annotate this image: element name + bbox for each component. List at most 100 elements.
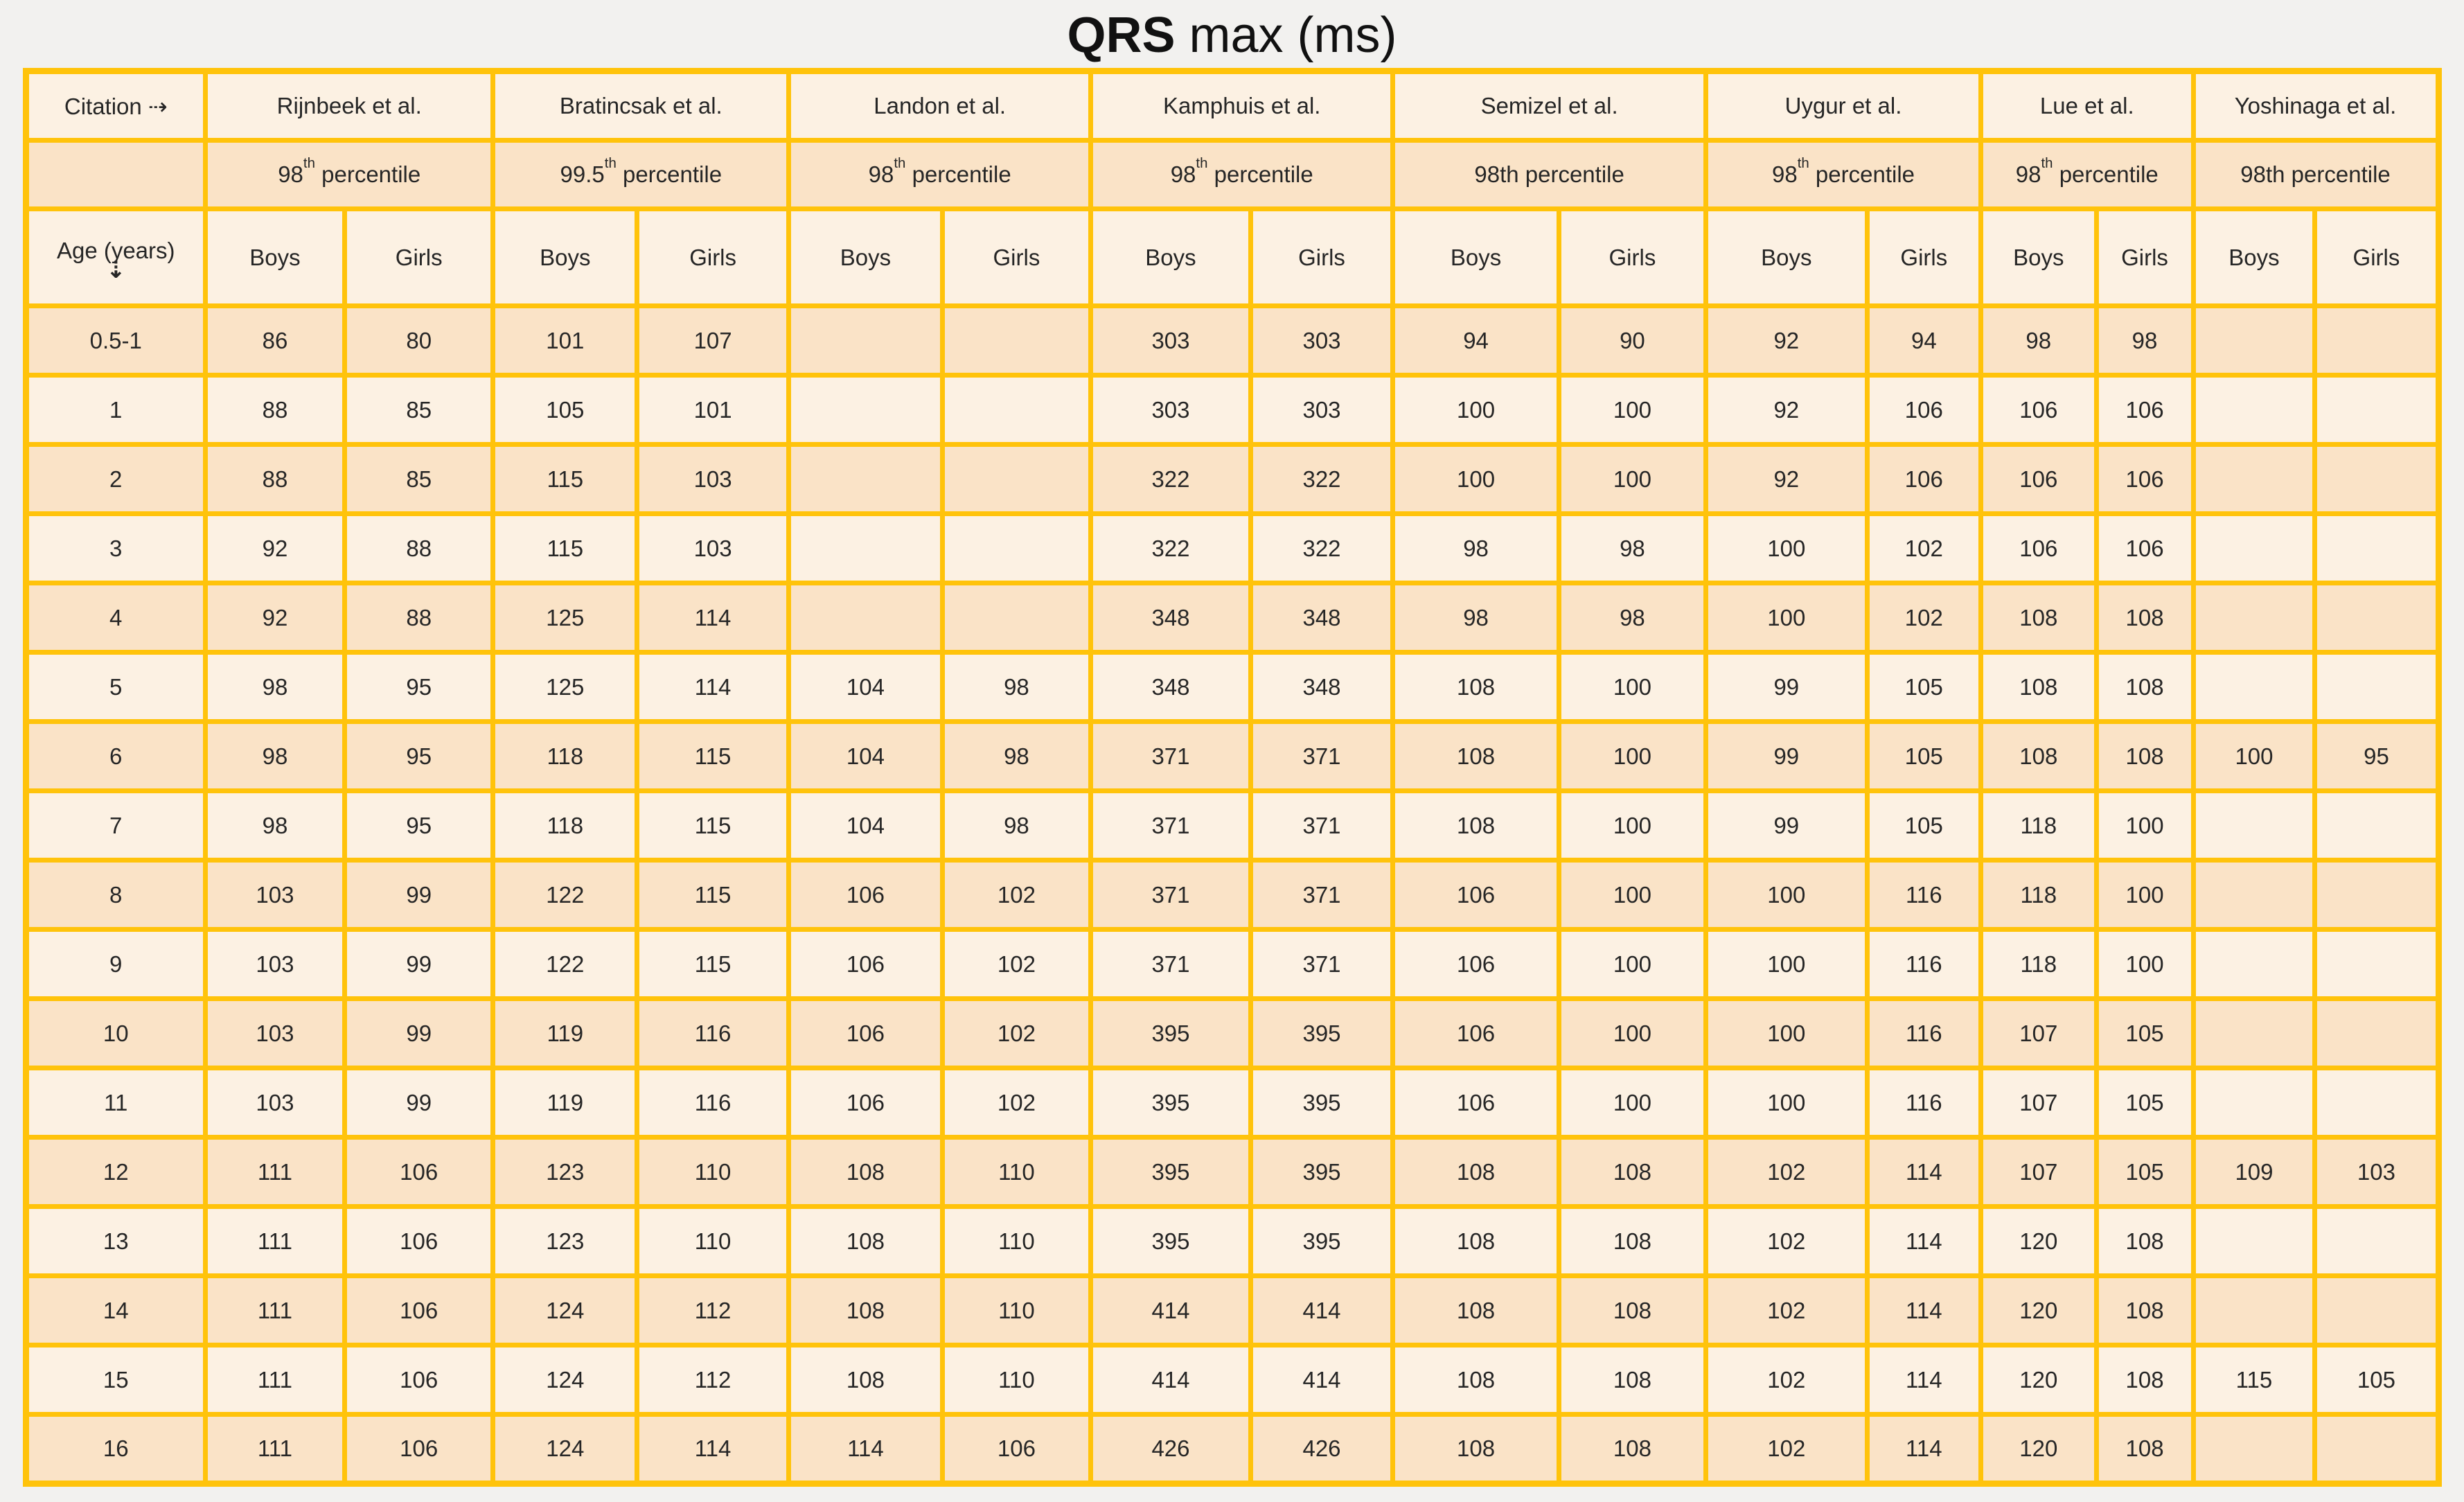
citation-name-header: Bratincsak et al.	[490, 69, 792, 143]
data-cell	[2190, 927, 2318, 1001]
data-cell: 108	[1978, 719, 2099, 793]
data-cell: 88	[342, 511, 496, 585]
data-cell: 114	[1864, 1273, 1984, 1348]
boys-header: Boys	[1703, 206, 1870, 308]
data-cell: 108	[2093, 1204, 2196, 1278]
data-cell: 108	[1390, 1412, 1561, 1486]
data-cell	[786, 511, 945, 585]
data-cell: 100	[1703, 927, 1870, 1001]
percentile-superscript: th	[303, 154, 315, 171]
data-cell: 322	[1248, 442, 1396, 516]
data-cell: 108	[1390, 1204, 1561, 1278]
data-cell: 371	[1248, 858, 1396, 932]
citation-row: Citation ⇢ Rijnbeek et al. Bratincsak et a…	[23, 69, 2441, 143]
data-cell: 99	[1703, 719, 1870, 793]
data-cell: 107	[1978, 996, 2099, 1070]
data-cell: 106	[1864, 373, 1984, 447]
citation-corner-header: Citation ⇢	[23, 69, 208, 143]
qrs-max-table: Citation ⇢ Rijnbeek et al. Bratincsak et a…	[22, 68, 2442, 1487]
data-cell: 371	[1248, 927, 1396, 1001]
data-cell: 395	[1088, 1135, 1253, 1209]
percentile-base: 98	[2015, 161, 2041, 187]
data-cell	[2190, 373, 2318, 447]
citation-name-header: Lue et al.	[1978, 69, 2196, 143]
data-cell: 115	[635, 927, 792, 1001]
data-cell: 116	[1864, 996, 1984, 1070]
age-cell: 2	[23, 442, 208, 516]
percentile-base: 99.5	[560, 161, 605, 187]
citation-name-header: Rijnbeek et al.	[202, 69, 496, 143]
age-years-header: Age (years) ⇣	[23, 206, 208, 308]
data-cell: 104	[786, 788, 945, 863]
girls-header: Girls	[1248, 206, 1396, 308]
data-cell: 105	[1864, 719, 1984, 793]
data-cell: 112	[635, 1343, 792, 1417]
data-cell: 100	[1390, 442, 1561, 516]
percentile-base: 98th	[2240, 161, 2285, 187]
data-cell: 85	[342, 373, 496, 447]
citation-name-header: Uygur et al.	[1703, 69, 1984, 143]
data-cell: 100	[1556, 858, 1708, 932]
data-cell: 102	[1703, 1412, 1870, 1486]
data-cell: 100	[2093, 927, 2196, 1001]
data-cell: 106	[1978, 373, 2099, 447]
citation-name-header: Kamphuis et al.	[1088, 69, 1396, 143]
data-cell: 102	[939, 858, 1094, 932]
data-cell: 348	[1248, 650, 1396, 724]
title-qrs: QRS	[1067, 8, 1176, 63]
data-cell: 108	[1390, 1135, 1561, 1209]
table-row-age-13: 13 111 106 123 110 108 110 395 395 108 108 102 114 12…	[23, 1204, 2441, 1278]
data-cell: 103	[2312, 1135, 2441, 1209]
data-cell: 106	[786, 927, 945, 1001]
girls-header: Girls	[939, 206, 1094, 308]
data-cell: 90	[1556, 303, 1708, 378]
girls-header: Girls	[2312, 206, 2441, 308]
percentile-header: 98th percentile	[786, 138, 1094, 211]
data-cell: 106	[1978, 442, 2099, 516]
data-cell: 100	[2093, 858, 2196, 932]
data-cell	[939, 303, 1094, 378]
data-cell: 100	[1556, 442, 1708, 516]
data-cell: 115	[635, 788, 792, 863]
data-cell: 303	[1248, 373, 1396, 447]
data-cell: 106	[342, 1273, 496, 1348]
data-cell: 103	[202, 996, 347, 1070]
data-cell: 303	[1088, 373, 1253, 447]
data-cell: 108	[1390, 719, 1561, 793]
data-cell: 103	[635, 511, 792, 585]
data-cell: 106	[939, 1412, 1094, 1486]
data-cell: 414	[1088, 1343, 1253, 1417]
data-cell	[2312, 858, 2441, 932]
percentile-header: 98th percentile	[1978, 138, 2196, 211]
data-cell: 114	[635, 650, 792, 724]
data-cell: 114	[1864, 1204, 1984, 1278]
data-cell: 122	[490, 858, 640, 932]
data-cell: 395	[1248, 1066, 1396, 1140]
boys-header: Boys	[2190, 206, 2318, 308]
data-cell: 99	[342, 858, 496, 932]
age-cell: 10	[23, 996, 208, 1070]
data-cell: 94	[1390, 303, 1561, 378]
data-cell: 102	[1864, 511, 1984, 585]
table-row-age-3: 3 92 88 115 103 322 322 98 98 100 102 106 106	[23, 511, 2441, 585]
data-cell: 108	[2093, 1412, 2196, 1486]
table-row-age-10: 10 103 99 119 116 106 102 395 395 106 100 100 116 107…	[23, 996, 2441, 1070]
age-cell: 13	[23, 1204, 208, 1278]
data-cell	[2312, 511, 2441, 585]
data-cell: 101	[635, 373, 792, 447]
table-row-age-15: 15 111 106 124 112 108 110 414 414 108 108 102 114 12…	[23, 1343, 2441, 1417]
data-cell: 100	[1556, 927, 1708, 1001]
data-cell: 99	[1703, 788, 1870, 863]
data-cell: 106	[342, 1204, 496, 1278]
data-cell	[2312, 581, 2441, 655]
data-cell: 114	[635, 581, 792, 655]
percentile-superscript: th	[1196, 154, 1208, 171]
data-cell: 110	[635, 1204, 792, 1278]
table-row-age-2: 2 88 85 115 103 322 322 100 100 92 106 106 106	[23, 442, 2441, 516]
table-row-age-14: 14 111 106 124 112 108 110 414 414 108 108 102 114 12…	[23, 1273, 2441, 1348]
data-cell: 348	[1088, 581, 1253, 655]
percentile-header: 98th percentile	[1703, 138, 1984, 211]
data-cell: 108	[1978, 581, 2099, 655]
data-cell: 104	[786, 650, 945, 724]
data-cell: 111	[202, 1273, 347, 1348]
